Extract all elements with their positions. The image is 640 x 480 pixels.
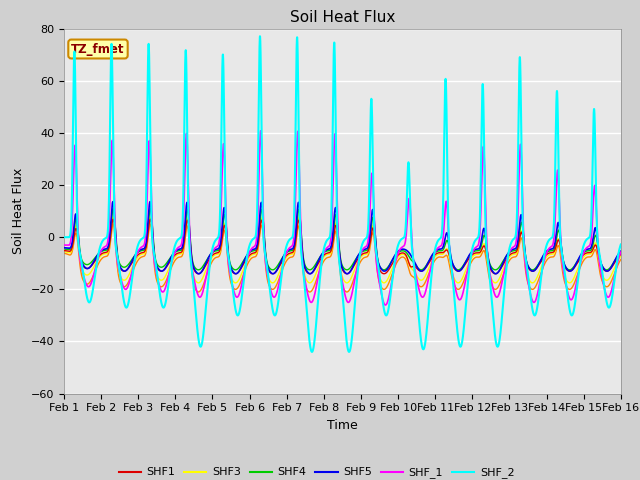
Text: TZ_fmet: TZ_fmet — [71, 43, 125, 56]
Legend: SHF1, SHF2, SHF3, SHF4, SHF5, SHF_1, SHF_2: SHF1, SHF2, SHF3, SHF4, SHF5, SHF_1, SHF… — [114, 463, 519, 480]
X-axis label: Time: Time — [327, 419, 358, 432]
Y-axis label: Soil Heat Flux: Soil Heat Flux — [12, 168, 25, 254]
Title: Soil Heat Flux: Soil Heat Flux — [290, 10, 395, 25]
